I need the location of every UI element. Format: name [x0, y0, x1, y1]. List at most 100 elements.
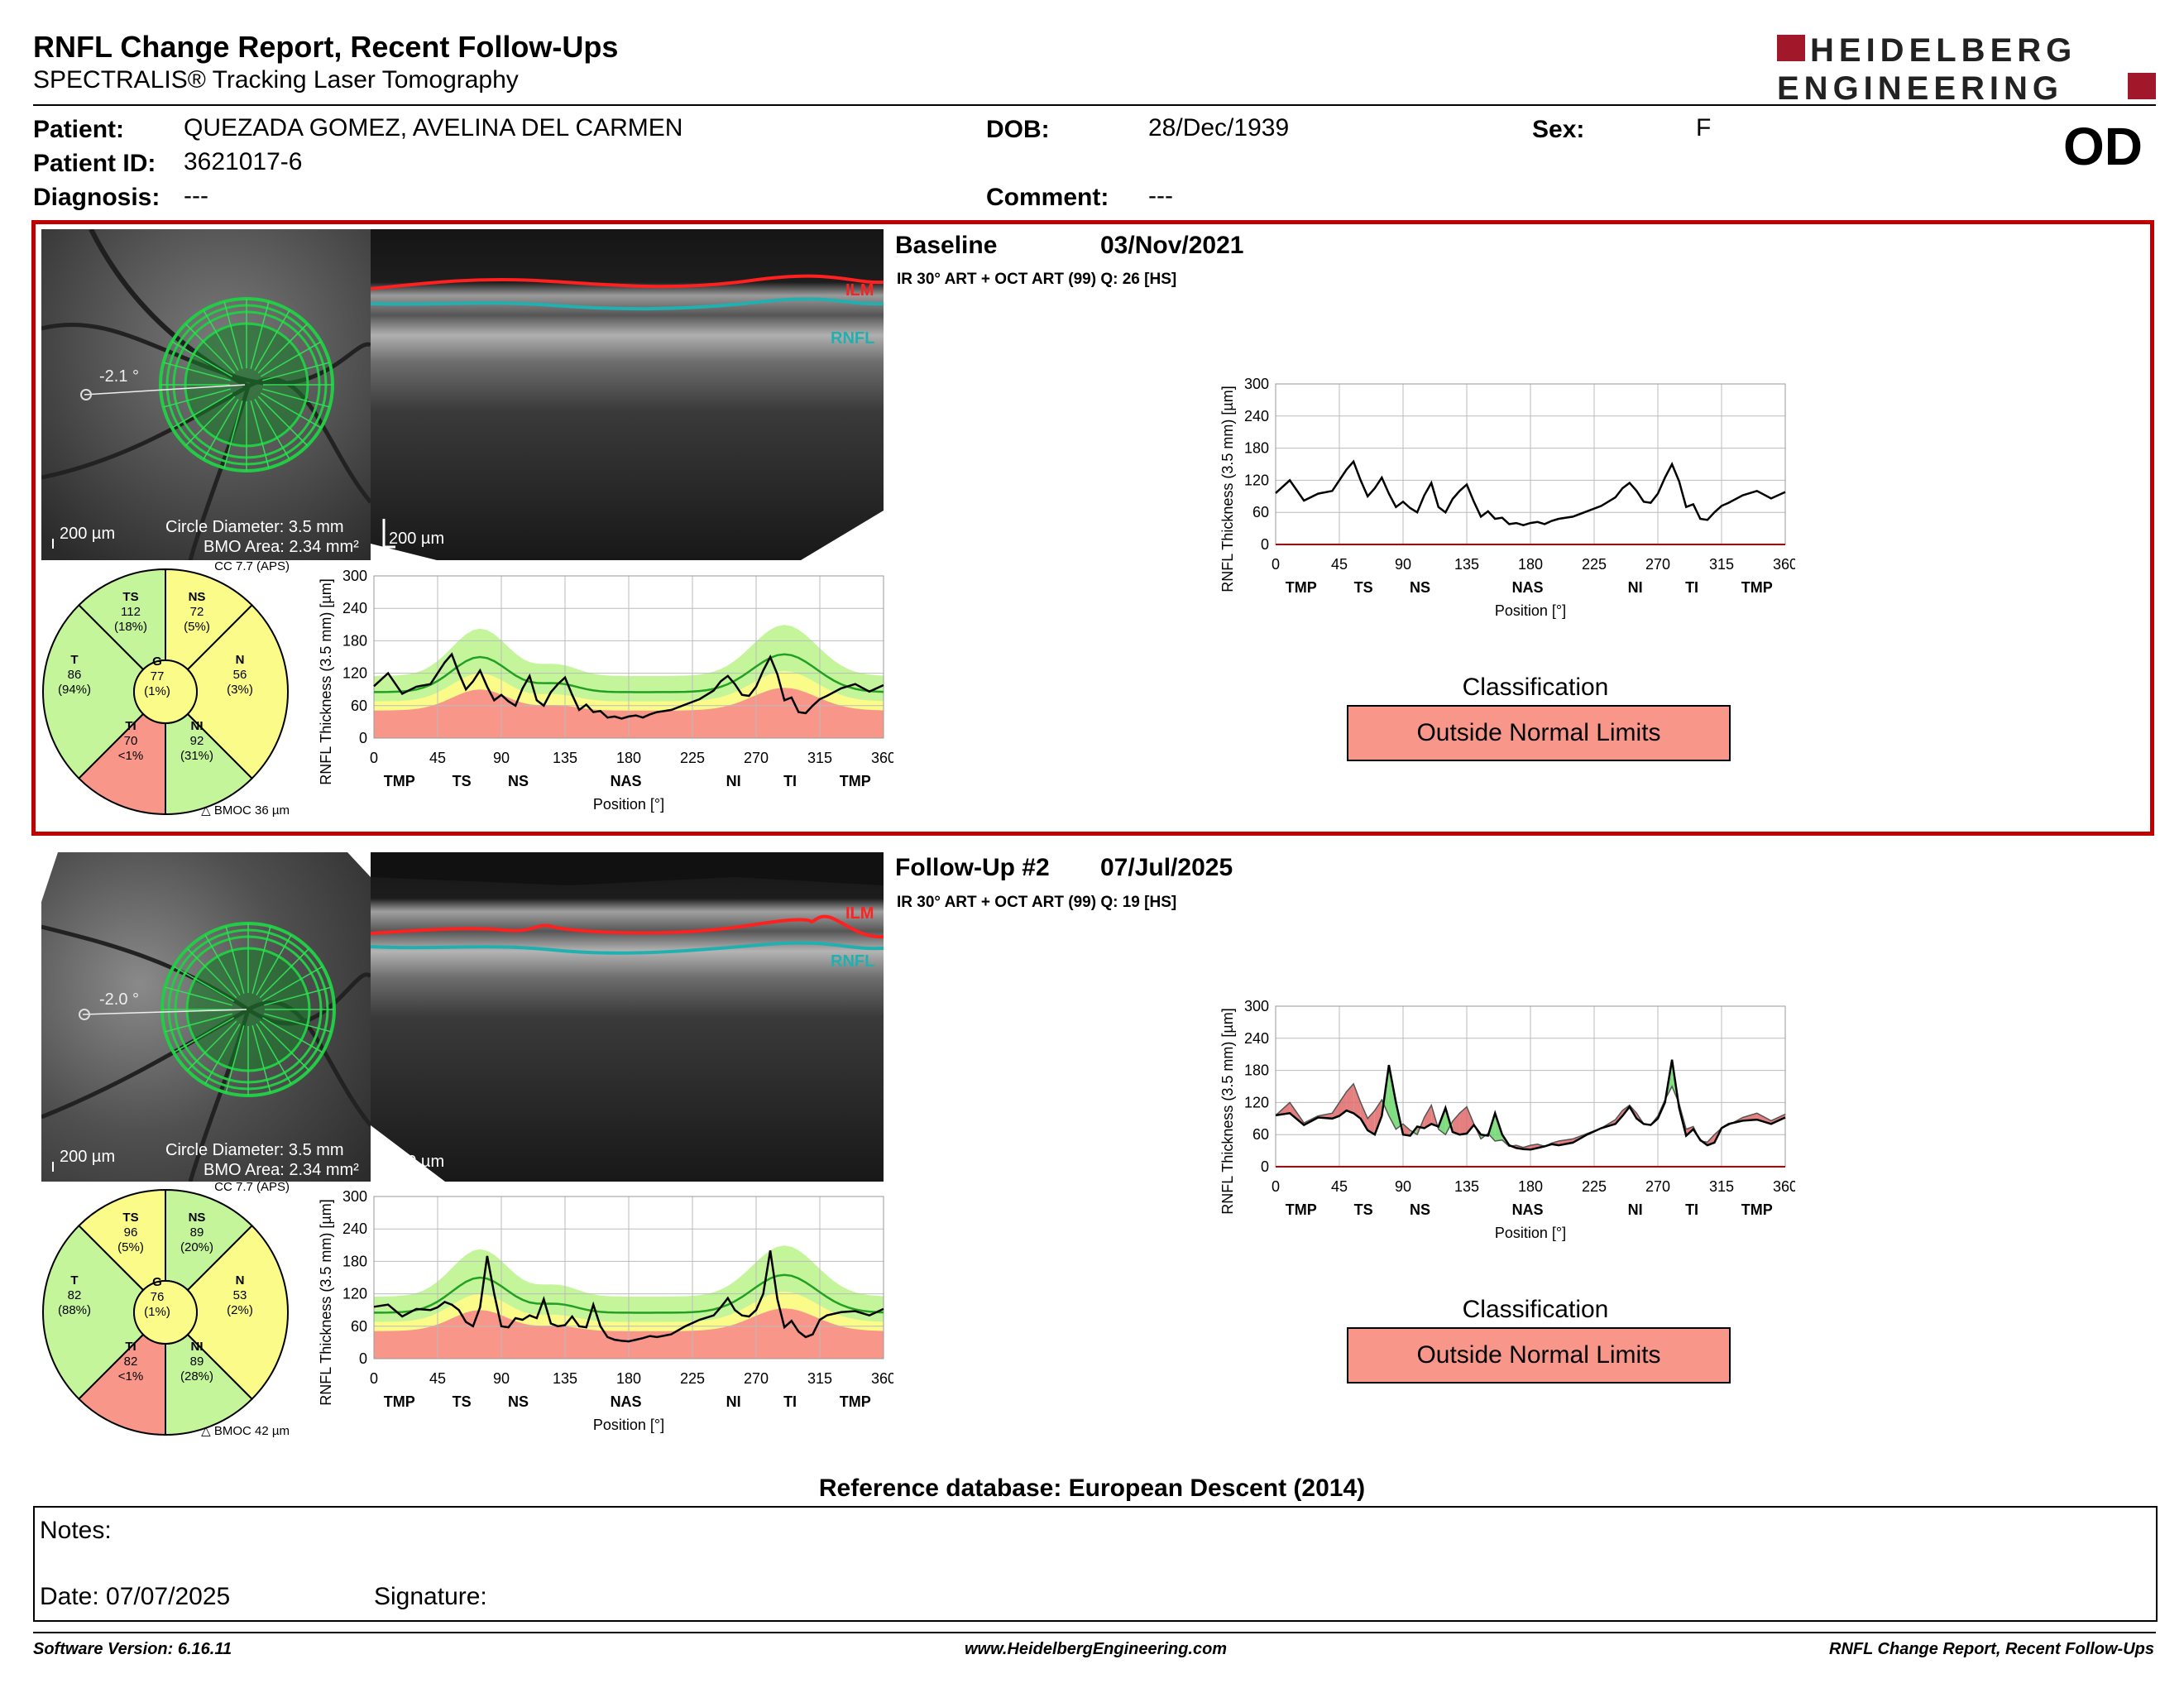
- followup-sector-name-ni: NI: [191, 1340, 204, 1354]
- followup-profile-xtick: 360: [871, 1370, 893, 1387]
- followup-profile-xtick: 180: [616, 1370, 641, 1387]
- followup-sector-pct-ns: (20%): [180, 1240, 213, 1254]
- followup-sector-name-t: T: [70, 1273, 78, 1288]
- followup-profile-sector-axis-label: NS: [508, 1393, 529, 1410]
- followup-sector-name-ti: TI: [125, 1340, 136, 1354]
- baseline-sector-name-g: G: [152, 655, 162, 669]
- followup-angle: -2.0 °: [99, 990, 139, 1009]
- baseline-profile-sector-axis-label: TMP: [384, 773, 415, 789]
- baseline-change-ytick: 120: [1244, 472, 1269, 488]
- followup-sector-value-ti: 82: [124, 1355, 138, 1369]
- baseline-sector-name-ti: TI: [125, 719, 136, 733]
- followup-profile-sector-axis-label: NAS: [611, 1393, 642, 1410]
- followup-profile-ytick: 240: [342, 1220, 367, 1237]
- baseline-profile-xtick: 90: [493, 750, 510, 766]
- followup-profile-xtick: 90: [493, 1370, 510, 1387]
- diagnosis-label: Diagnosis:: [33, 184, 160, 211]
- heidelberg-logo: HEIDELBERG ENGINEERING: [1777, 32, 2156, 104]
- followup-scan-info: IR 30° ART + OCT ART (99) Q: 19 [HS]: [897, 894, 1177, 911]
- comment-value: ---: [1148, 182, 1173, 209]
- followup-change-xtick: 180: [1518, 1178, 1543, 1195]
- followup-sector-pct-t: (88%): [58, 1303, 91, 1317]
- dob-label: DOB:: [986, 116, 1050, 143]
- baseline-sector-name-ns: NS: [189, 590, 206, 604]
- baseline-change-xtick: 135: [1454, 556, 1479, 573]
- baseline-sector-name-n: N: [236, 653, 245, 667]
- baseline-profile-ylabel: RNFL Thickness (3.5 mm) [µm]: [318, 578, 334, 784]
- baseline-circle-diameter: Circle Diameter: 3.5 mm: [165, 518, 344, 536]
- followup-sector-pct-ts: (5%): [117, 1240, 144, 1254]
- baseline-sector-name-ni: NI: [191, 719, 204, 733]
- followup-change-ytick: 300: [1244, 998, 1269, 1014]
- sex-value: F: [1696, 114, 1712, 141]
- baseline-change-chart: 0 45 90 135 180 225 270 315 360 0 60 120 180 240 300 TM…: [1200, 364, 1798, 629]
- followup-change-sector-axis-label: TMP: [1286, 1201, 1317, 1218]
- followup-change-sector-axis-label: TMP: [1741, 1201, 1773, 1218]
- followup-change-ytick: 60: [1252, 1126, 1269, 1143]
- baseline-profile-sector-axis-label: TMP: [840, 773, 871, 789]
- followup-change-diff-area: [1742, 1113, 1757, 1121]
- followup-change-xtick: 315: [1709, 1178, 1734, 1195]
- followup-change-ylabel: RNFL Thickness (3.5 mm) [µm]: [1219, 1008, 1236, 1214]
- baseline-sector-pct-t: (94%): [58, 683, 91, 697]
- followup-sector-name-g: G: [152, 1275, 162, 1289]
- followup-profile-xlabel: Position [°]: [593, 1417, 664, 1433]
- followup-profile-ytick: 300: [342, 1188, 367, 1205]
- logo-square-top: [1777, 35, 1805, 61]
- followup-change-xtick: 360: [1773, 1178, 1795, 1195]
- signature-label: Signature:: [374, 1583, 487, 1610]
- baseline-profile-xtick: 315: [807, 750, 832, 766]
- baseline-change-xtick: 225: [1582, 556, 1607, 573]
- baseline-change-ylabel: RNFL Thickness (3.5 mm) [µm]: [1219, 386, 1236, 592]
- baseline-sector-value-t: 86: [68, 668, 82, 682]
- followup-change-xtick: 135: [1454, 1178, 1479, 1195]
- followup-profile-ylabel: RNFL Thickness (3.5 mm) [µm]: [318, 1199, 334, 1405]
- baseline-bscan-scale: 200 µm: [389, 530, 444, 548]
- followup-change-xtick: 90: [1395, 1178, 1411, 1195]
- followup-profile-ytick: 180: [342, 1253, 367, 1269]
- report-subtitle: SPECTRALIS® Tracking Laser Tomography: [33, 66, 519, 94]
- baseline-profile-xtick: 45: [429, 750, 446, 766]
- followup-sector-value-t: 82: [68, 1288, 82, 1302]
- baseline-sector-value-ns: 72: [190, 605, 204, 619]
- followup-change-baseline-line: [1275, 1082, 1786, 1149]
- baseline-change-ytick: 240: [1244, 408, 1269, 424]
- baseline-change-xtick: 360: [1773, 556, 1795, 573]
- website-link[interactable]: www.HeidelbergEngineering.com: [965, 1640, 1228, 1658]
- baseline-change-sector-axis-label: TMP: [1741, 579, 1773, 596]
- followup-profile-ytick: 120: [342, 1286, 367, 1302]
- followup-change-diff-area: [1424, 1105, 1432, 1129]
- followup-profile-normative-mean: [374, 1273, 884, 1314]
- baseline-date: 03/Nov/2021: [1100, 232, 1244, 259]
- followup-profile-xtick: 315: [807, 1370, 832, 1387]
- followup-profile-xtick: 0: [370, 1370, 378, 1387]
- baseline-change-xtick: 90: [1395, 556, 1411, 573]
- followup-profile-thickness-line: [373, 1250, 884, 1343]
- baseline-profile-xtick: 270: [744, 750, 769, 766]
- baseline-change-sector-axis-label: TS: [1354, 579, 1373, 596]
- followup-profile-sector-axis-label: TI: [783, 1393, 797, 1410]
- baseline-rnfl-label: RNFL: [831, 329, 874, 348]
- followup-rnfl-label: RNFL: [831, 952, 874, 971]
- baseline-bmoc-label: △ BMOC 36 µm: [201, 803, 290, 818]
- baseline-scan-info: IR 30° ART + OCT ART (99) Q: 26 [HS]: [897, 271, 1177, 288]
- followup-change-ytick: 0: [1261, 1158, 1269, 1175]
- diagnosis-value: ---: [184, 182, 208, 209]
- baseline-change-ytick: 180: [1244, 440, 1269, 457]
- baseline-profile-sector-axis-label: NAS: [611, 773, 642, 789]
- followup-profile-sector-axis-label: TMP: [840, 1393, 871, 1410]
- followup-change-thickness-line: [1275, 1059, 1786, 1151]
- baseline-sector-g: [133, 659, 198, 724]
- followup-profile-xtick: 135: [553, 1370, 577, 1387]
- followup-bscan-scale: 200 µm: [389, 1153, 444, 1171]
- followup-sector-pct-ni: (28%): [180, 1369, 213, 1383]
- followup-bscan-image: ILM RNFL 200 µm: [371, 852, 884, 1182]
- followup-change-xtick: 45: [1331, 1178, 1348, 1195]
- baseline-change-xtick: 0: [1272, 556, 1280, 573]
- baseline-change-xtick: 315: [1709, 556, 1734, 573]
- software-version: Software Version: 6.16.11: [33, 1640, 232, 1658]
- followup-sector-value-ts: 96: [124, 1225, 138, 1240]
- eye-indicator: OD: [2063, 117, 2143, 176]
- followup-change-xlabel: Position [°]: [1495, 1225, 1566, 1241]
- followup-ilm-label: ILM: [845, 904, 874, 923]
